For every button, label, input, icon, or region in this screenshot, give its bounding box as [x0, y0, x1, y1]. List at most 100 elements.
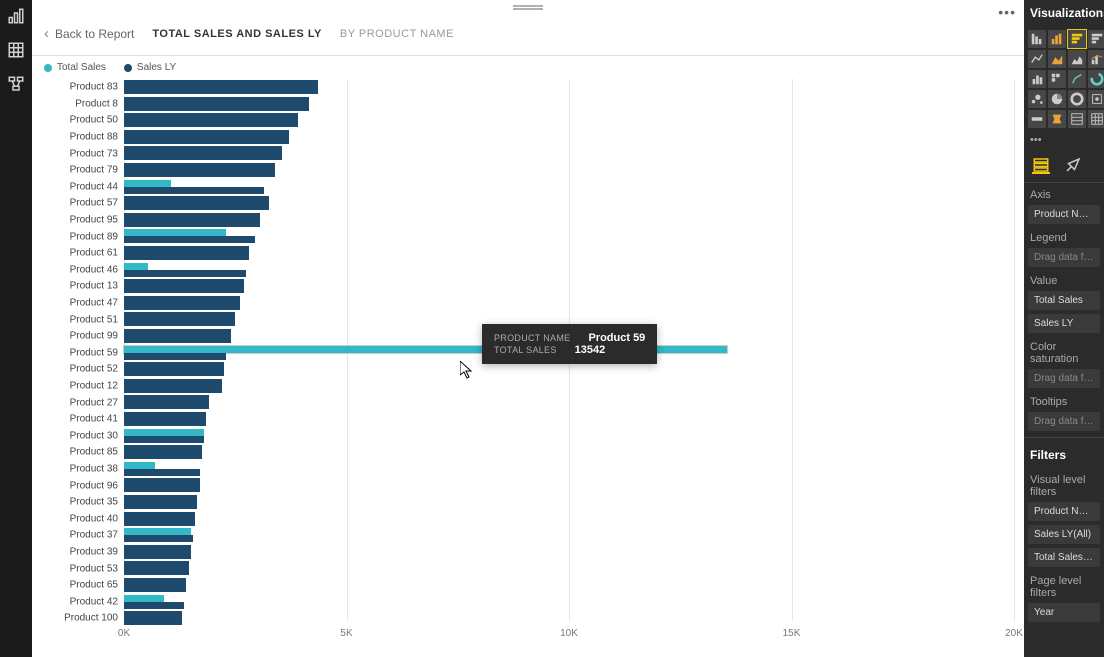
row-label: Product 79	[70, 165, 118, 176]
row-label: Product 65	[70, 580, 118, 591]
visual-menu-icon[interactable]: •••	[998, 4, 1016, 20]
bar-sales-ly[interactable]	[124, 296, 240, 310]
bar-sales-ly[interactable]	[124, 163, 275, 177]
viz-type-icon[interactable]	[1068, 50, 1086, 68]
chart-row: Product 83	[124, 79, 1014, 96]
bar-sales-ly[interactable]	[124, 362, 224, 376]
visual-filter-0[interactable]: Product Name(A	[1028, 502, 1100, 521]
x-axis-label: 0K	[118, 628, 130, 639]
page-filter-0[interactable]: Year	[1028, 603, 1100, 622]
bar-sales-ly[interactable]	[124, 329, 231, 343]
fields-tab-icon[interactable]	[1032, 156, 1050, 174]
bar-total-sales[interactable]	[124, 180, 171, 187]
value-well-1[interactable]: Sales LY	[1028, 314, 1100, 333]
viz-type-icon[interactable]	[1068, 110, 1086, 128]
bar-sales-ly[interactable]	[124, 436, 204, 443]
report-view-icon[interactable]	[6, 6, 26, 26]
format-tab-icon[interactable]	[1064, 156, 1082, 174]
bar-sales-ly[interactable]	[124, 535, 193, 542]
bar-sales-ly[interactable]	[124, 353, 226, 360]
bar-total-sales[interactable]	[124, 429, 204, 436]
bar-sales-ly[interactable]	[124, 611, 182, 625]
chart-row: Product 42	[124, 594, 1014, 611]
row-label: Product 83	[70, 82, 118, 93]
bar-sales-ly[interactable]	[124, 196, 269, 210]
bar-total-sales[interactable]	[124, 263, 148, 270]
bar-total-sales[interactable]	[124, 528, 191, 535]
chart-row: Product 27	[124, 394, 1014, 411]
value-well-0[interactable]: Total Sales	[1028, 291, 1100, 310]
bar-sales-ly[interactable]	[124, 495, 197, 509]
bar-sales-ly[interactable]	[124, 213, 260, 227]
viz-type-icon[interactable]	[1068, 70, 1086, 88]
viz-type-icon[interactable]	[1048, 70, 1066, 88]
viz-type-icon[interactable]	[1048, 50, 1066, 68]
row-label: Product 30	[70, 430, 118, 441]
bar-sales-ly[interactable]	[124, 578, 186, 592]
bar-sales-ly[interactable]	[124, 146, 282, 160]
bar-sales-ly[interactable]	[124, 80, 318, 94]
bar-sales-ly[interactable]	[124, 561, 189, 575]
back-button[interactable]: ‹ Back to Report	[44, 25, 134, 42]
more-visuals-icon[interactable]: •••	[1024, 132, 1104, 148]
bar-sales-ly[interactable]	[124, 113, 298, 127]
viz-type-icon[interactable]	[1028, 70, 1046, 88]
bar-sales-ly[interactable]	[124, 130, 289, 144]
viz-type-icon[interactable]	[1088, 70, 1104, 88]
viz-type-icon[interactable]	[1028, 50, 1046, 68]
bar-sales-ly[interactable]	[124, 279, 244, 293]
data-view-icon[interactable]	[6, 40, 26, 60]
filters-heading: Filters	[1024, 442, 1104, 468]
tooltip-sales-label: TOTAL SALES	[494, 345, 557, 355]
chart-area[interactable]: 0K5K10K15K20KProduct 83Product 8Product …	[32, 79, 1024, 657]
legend-item[interactable]: Total Sales	[44, 62, 106, 73]
legend-text: Sales LY	[137, 62, 176, 73]
viz-type-icon[interactable]	[1048, 110, 1066, 128]
bar-total-sales[interactable]	[124, 595, 164, 602]
bar-sales-ly[interactable]	[124, 545, 191, 559]
legend-item[interactable]: Sales LY	[124, 62, 176, 73]
viz-type-icon[interactable]	[1068, 30, 1086, 48]
bar-sales-ly[interactable]	[124, 412, 206, 426]
model-view-icon[interactable]	[6, 74, 26, 94]
bar-sales-ly[interactable]	[124, 512, 195, 526]
row-label: Product 38	[70, 464, 118, 475]
visual-filter-2[interactable]: Total Sales(All)	[1028, 548, 1100, 567]
bar-sales-ly[interactable]	[124, 236, 255, 243]
viz-type-icon[interactable]	[1068, 90, 1086, 108]
viz-type-grid	[1024, 26, 1104, 132]
viz-type-icon[interactable]	[1088, 30, 1104, 48]
bar-sales-ly[interactable]	[124, 478, 200, 492]
bar-sales-ly[interactable]	[124, 312, 235, 326]
bar-sales-ly[interactable]	[124, 246, 249, 260]
viz-type-icon[interactable]	[1048, 30, 1066, 48]
chart-row: Product 61	[124, 245, 1014, 262]
bar-sales-ly[interactable]	[124, 602, 184, 609]
bar-sales-ly[interactable]	[124, 379, 222, 393]
viz-type-icon[interactable]	[1028, 30, 1046, 48]
bar-sales-ly[interactable]	[124, 469, 200, 476]
bar-sales-ly[interactable]	[124, 445, 202, 459]
color-sat-well[interactable]: Drag data fields	[1028, 369, 1100, 388]
chart-row: Product 35	[124, 494, 1014, 511]
bar-sales-ly[interactable]	[124, 395, 209, 409]
visual-filter-1[interactable]: Sales LY(All)	[1028, 525, 1100, 544]
viz-type-icon[interactable]	[1088, 50, 1104, 68]
bar-sales-ly[interactable]	[124, 270, 246, 277]
chart-title: TOTAL SALES AND SALES LY	[152, 28, 322, 40]
axis-well[interactable]: Product Name	[1028, 205, 1100, 224]
legend-well[interactable]: Drag data fields	[1028, 248, 1100, 267]
viz-type-icon[interactable]	[1088, 90, 1104, 108]
tooltips-well[interactable]: Drag data fields	[1028, 412, 1100, 431]
bar-total-sales[interactable]	[124, 229, 226, 236]
row-label: Product 73	[70, 148, 118, 159]
viz-type-icon[interactable]	[1048, 90, 1066, 108]
viz-type-icon[interactable]	[1028, 90, 1046, 108]
bar-total-sales[interactable]	[124, 462, 155, 469]
viz-type-icon[interactable]	[1088, 110, 1104, 128]
viz-type-icon[interactable]	[1028, 110, 1046, 128]
drag-handle-icon[interactable]	[513, 5, 543, 10]
bar-sales-ly[interactable]	[124, 97, 309, 111]
bar-sales-ly[interactable]	[124, 187, 264, 194]
chart-row: Product 47	[124, 295, 1014, 312]
